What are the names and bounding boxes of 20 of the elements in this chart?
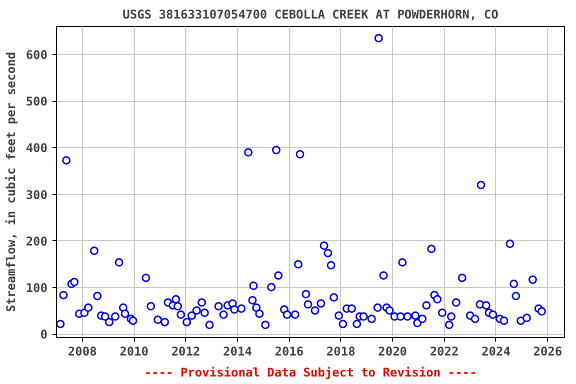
chart-title: USGS 381633107054700 CEBOLLA CREEK AT POWDERHORN, CO — [122, 8, 498, 22]
x-tick-label: 2022 — [430, 344, 459, 358]
y-tick-label: 300 — [26, 188, 48, 202]
y-tick-label: 0 — [40, 328, 48, 342]
y-tick-label: 400 — [26, 141, 48, 156]
x-tick-label: 2010 — [120, 344, 149, 358]
y-axis-title: Streamflow, in cubic feet per second — [4, 52, 18, 312]
y-tick-label: 100 — [26, 281, 48, 296]
x-tick-label: 2020 — [378, 344, 408, 358]
x-tick-label: 2024 — [482, 344, 510, 358]
x-tick-label: 2026 — [533, 344, 562, 358]
x-tick-label: 2008 — [68, 344, 97, 358]
x-tick-label: 2012 — [171, 344, 200, 358]
y-tick-label: 600 — [26, 48, 48, 62]
x-tick-label: 2018 — [326, 344, 356, 358]
x-tick-label: 2016 — [274, 344, 304, 358]
x-tick-label: 2014 — [223, 344, 252, 358]
y-tick-label: 200 — [26, 234, 48, 248]
text: ---- Provisional Data Subject to Revision ---- — [144, 366, 477, 380]
y-tick-label: 500 — [26, 94, 48, 109]
